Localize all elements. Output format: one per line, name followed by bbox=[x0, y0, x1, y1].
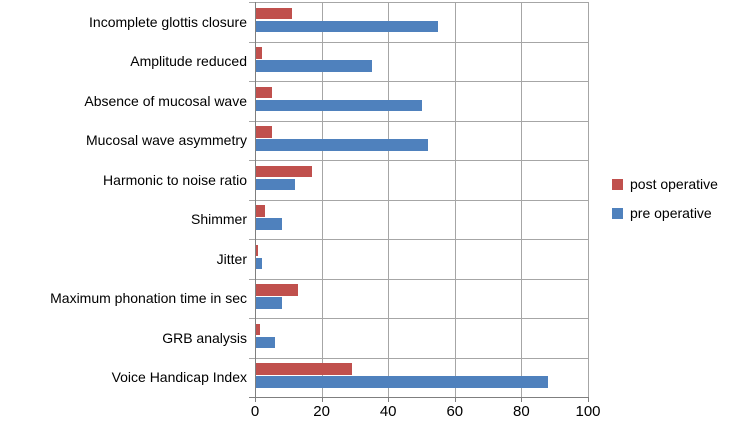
bar-pre-operative bbox=[256, 99, 422, 111]
category-label: Voice Handicap Index bbox=[111, 369, 247, 386]
bar-pre-operative bbox=[256, 336, 275, 348]
bar-pre-operative bbox=[256, 20, 439, 32]
category-label: Shimmer bbox=[190, 211, 247, 228]
bar-post-operative bbox=[256, 363, 352, 375]
axis-tick bbox=[454, 397, 456, 402]
category-label: Incomplete glottis closure bbox=[89, 13, 247, 30]
gridline bbox=[454, 2, 456, 397]
bar-post-operative bbox=[256, 205, 265, 217]
bar-post-operative bbox=[256, 284, 299, 296]
gridline bbox=[521, 2, 523, 397]
x-axis-line bbox=[249, 397, 588, 398]
category-label: GRB analysis bbox=[162, 329, 247, 346]
x-tick-label: 0 bbox=[250, 403, 260, 420]
legend-marker-icon bbox=[612, 207, 623, 219]
category-label: Maximum phonation time in sec bbox=[50, 290, 247, 307]
axis-tick bbox=[521, 397, 523, 402]
gridline bbox=[249, 120, 588, 122]
bar-pre-operative bbox=[256, 257, 262, 269]
category-label: Mucosal wave asymmetry bbox=[85, 132, 247, 149]
gridline bbox=[249, 199, 588, 201]
bar-pre-operative bbox=[256, 297, 282, 309]
legend-label: post operative bbox=[630, 176, 718, 192]
category-label: Jitter bbox=[216, 250, 247, 267]
axis-tick bbox=[388, 397, 390, 402]
y-axis-line bbox=[255, 2, 256, 397]
bar-pre-operative bbox=[256, 218, 282, 230]
gridline bbox=[249, 318, 588, 319]
bar-post-operative bbox=[256, 126, 272, 138]
bar-pre-operative bbox=[256, 139, 429, 151]
bar-pre-operative bbox=[256, 60, 372, 72]
bar-post-operative bbox=[256, 323, 260, 335]
x-tick-label: 40 bbox=[379, 403, 397, 420]
gridline bbox=[249, 160, 588, 161]
legend: post operative pre operative bbox=[612, 176, 718, 221]
bar-pre-operative bbox=[256, 178, 295, 190]
gridline bbox=[249, 278, 588, 280]
gridline bbox=[588, 2, 589, 397]
bar-post-operative bbox=[256, 165, 312, 177]
gridline bbox=[321, 2, 323, 397]
bar-post-operative bbox=[256, 47, 262, 59]
legend-label: pre operative bbox=[630, 205, 712, 221]
gridline bbox=[249, 41, 588, 43]
gridline bbox=[388, 2, 390, 397]
gridline bbox=[249, 357, 588, 359]
gridline bbox=[249, 2, 588, 3]
legend-marker-icon bbox=[612, 178, 623, 190]
category-label: Amplitude reduced bbox=[130, 53, 247, 70]
axis-tick bbox=[321, 397, 323, 402]
x-tick-label: 100 bbox=[575, 403, 601, 420]
gridline bbox=[249, 81, 588, 82]
gridline bbox=[249, 239, 588, 240]
bar-post-operative bbox=[256, 244, 259, 256]
x-tick-label: 80 bbox=[513, 403, 530, 420]
axis-tick bbox=[588, 397, 589, 402]
category-label: Absence of mucosal wave bbox=[84, 92, 247, 109]
legend-item: pre operative bbox=[612, 205, 718, 221]
x-tick-label: 60 bbox=[446, 403, 464, 420]
category-label: Harmonic to noise ratio bbox=[103, 171, 247, 188]
bar-pre-operative bbox=[256, 376, 549, 388]
legend-item: post operative bbox=[612, 176, 718, 192]
x-tick-label: 20 bbox=[313, 403, 330, 420]
bar-post-operative bbox=[256, 86, 272, 98]
axis-tick bbox=[255, 397, 256, 402]
bar-post-operative bbox=[256, 7, 292, 19]
